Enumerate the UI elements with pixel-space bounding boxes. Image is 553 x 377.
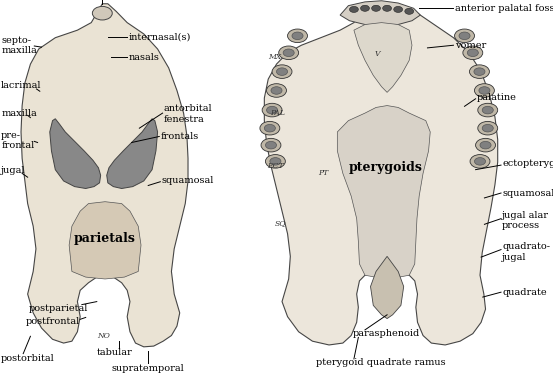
Text: squamosal: squamosal: [161, 176, 214, 185]
Text: MX: MX: [268, 53, 281, 61]
Circle shape: [474, 84, 494, 97]
Circle shape: [467, 49, 478, 57]
Circle shape: [383, 5, 392, 11]
Text: PT: PT: [319, 169, 328, 177]
Polygon shape: [337, 106, 430, 279]
Circle shape: [261, 138, 281, 152]
Circle shape: [288, 29, 307, 43]
Circle shape: [279, 46, 299, 60]
Text: NO: NO: [97, 332, 111, 340]
Polygon shape: [107, 119, 158, 188]
Circle shape: [92, 6, 112, 20]
Circle shape: [459, 32, 470, 40]
Text: ectopterygoid: ectopterygoid: [502, 159, 553, 169]
Polygon shape: [69, 202, 141, 279]
Text: quadrate: quadrate: [502, 288, 547, 297]
Polygon shape: [354, 23, 412, 92]
Text: frontals: frontals: [160, 132, 199, 141]
Circle shape: [469, 65, 489, 78]
Circle shape: [283, 49, 294, 57]
Circle shape: [349, 6, 358, 12]
Circle shape: [262, 103, 282, 117]
Text: postorbital: postorbital: [1, 354, 55, 363]
Circle shape: [276, 68, 288, 75]
Circle shape: [265, 155, 285, 168]
Text: anterior palatal fossae: anterior palatal fossae: [455, 4, 553, 13]
Circle shape: [292, 32, 303, 40]
Circle shape: [267, 106, 278, 114]
Polygon shape: [264, 3, 498, 345]
Text: internasal(s): internasal(s): [128, 32, 191, 41]
Text: postparietal: postparietal: [28, 304, 88, 313]
Text: pterygoids: pterygoids: [349, 161, 423, 174]
Circle shape: [474, 158, 486, 165]
Text: pre-
frontal: pre- frontal: [1, 130, 34, 150]
Circle shape: [480, 141, 491, 149]
Circle shape: [482, 124, 493, 132]
Circle shape: [361, 5, 369, 11]
Text: quadrato-
jugal: quadrato- jugal: [502, 242, 550, 262]
Circle shape: [463, 46, 483, 60]
Circle shape: [267, 84, 286, 97]
Circle shape: [271, 87, 282, 94]
Circle shape: [270, 158, 281, 165]
Text: SQ: SQ: [275, 219, 286, 227]
Text: maxilla: maxilla: [1, 109, 37, 118]
Circle shape: [455, 29, 474, 43]
Polygon shape: [50, 119, 101, 188]
Circle shape: [272, 65, 292, 78]
Circle shape: [260, 121, 280, 135]
Circle shape: [474, 68, 485, 75]
Text: V: V: [374, 49, 380, 58]
Text: PAL: PAL: [270, 109, 285, 117]
Circle shape: [372, 5, 380, 11]
Text: ECT: ECT: [267, 162, 284, 170]
Text: jugal alar
process: jugal alar process: [502, 211, 549, 230]
Circle shape: [405, 8, 414, 14]
Text: jugal: jugal: [1, 166, 25, 175]
Circle shape: [482, 106, 493, 114]
Text: parietals: parietals: [74, 232, 136, 245]
Circle shape: [478, 121, 498, 135]
Text: nasals: nasals: [128, 53, 159, 62]
Text: parasphenoid: parasphenoid: [353, 329, 420, 338]
Text: squamosal: squamosal: [502, 188, 553, 198]
Text: septo-
maxilla: septo- maxilla: [1, 35, 37, 55]
Text: tabular: tabular: [97, 348, 133, 357]
Circle shape: [470, 155, 490, 168]
Text: postfrontal: postfrontal: [25, 317, 80, 326]
Polygon shape: [340, 1, 420, 26]
Circle shape: [476, 138, 495, 152]
Text: lacrimal: lacrimal: [1, 81, 41, 90]
Text: pterygoid quadrate ramus: pterygoid quadrate ramus: [316, 358, 446, 367]
Polygon shape: [21, 4, 188, 347]
Polygon shape: [371, 256, 404, 319]
Circle shape: [478, 103, 498, 117]
Text: antorbital
fenestra: antorbital fenestra: [163, 104, 212, 124]
Text: supratemporal: supratemporal: [112, 364, 185, 373]
Circle shape: [479, 87, 490, 94]
Circle shape: [265, 141, 276, 149]
Circle shape: [394, 6, 403, 12]
Circle shape: [264, 124, 275, 132]
Text: vomer: vomer: [455, 41, 486, 50]
Text: palatine: palatine: [477, 93, 517, 102]
